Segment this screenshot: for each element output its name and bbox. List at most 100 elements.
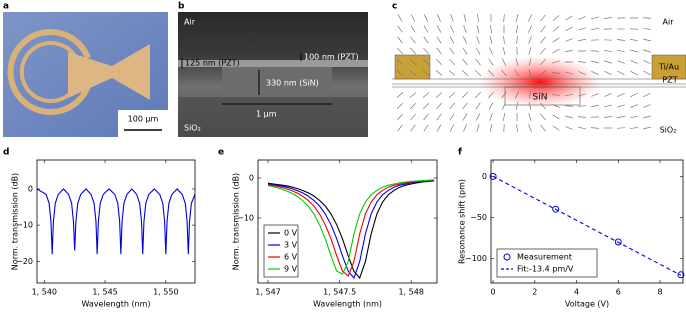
field-arrow	[449, 113, 455, 121]
legend-box	[496, 248, 598, 278]
y-axis-label: Norm. transmission (dB)	[232, 173, 241, 270]
field-arrow	[515, 25, 519, 33]
legend-label: 9 V	[284, 265, 298, 274]
field-arrow	[449, 102, 455, 110]
legend-label: Fit:-13.4 pm/V	[517, 265, 574, 274]
field-arrow	[578, 16, 586, 20]
field-arrow	[396, 92, 404, 98]
field-arrow	[487, 69, 495, 77]
y-tick-label: −50	[470, 213, 487, 222]
y-tick-label: −10	[237, 214, 254, 223]
field-arrow	[503, 13, 505, 23]
field-arrow	[629, 127, 639, 129]
core-label: SiN	[533, 93, 548, 103]
field-arrow	[488, 102, 494, 110]
field-arrow	[643, 38, 651, 42]
data-point	[677, 271, 685, 279]
x-tick-label: 4	[574, 288, 579, 297]
field-arrow	[397, 47, 403, 55]
series-line	[267, 179, 435, 280]
plot-area	[492, 175, 682, 276]
field-arrow	[578, 93, 586, 97]
field-arrow	[437, 14, 441, 22]
field-arrow	[529, 57, 531, 67]
field-arrow	[410, 113, 416, 121]
field-arrow	[514, 91, 520, 99]
field-arrow	[527, 14, 533, 22]
series-line	[492, 175, 682, 276]
field-arrow	[565, 71, 573, 75]
field-arrow	[552, 104, 560, 108]
field-arrow	[551, 94, 561, 96]
x-tick-label: 6	[616, 288, 621, 297]
field-arrow	[643, 92, 651, 98]
x-tick-label: 1, 547.5	[323, 288, 356, 297]
field-arrow	[630, 38, 638, 42]
axes-frame	[257, 159, 438, 284]
field-arrow	[591, 93, 599, 97]
field-arrow	[436, 47, 442, 55]
dimension-label: 1 µm	[256, 110, 277, 119]
x-tick-label: 1, 550	[153, 288, 178, 297]
field-arrow	[461, 91, 469, 99]
field-arrow	[577, 61, 587, 63]
field-arrow	[565, 49, 573, 53]
field-arrow	[540, 58, 546, 66]
field-arrow	[516, 123, 518, 133]
simulation-c: Air Ti/Au PZT SiN SiO₂	[392, 12, 686, 137]
series-line	[267, 180, 435, 280]
field-arrow	[436, 102, 442, 110]
field-arrow	[463, 25, 467, 33]
field-arrow	[503, 35, 505, 45]
field-arrow	[410, 36, 416, 44]
field-arrow	[603, 17, 613, 19]
region-label: Air	[663, 18, 675, 27]
field-arrow	[617, 60, 625, 64]
field-arrow	[617, 92, 625, 98]
field-arrow	[565, 15, 573, 21]
data-point	[489, 172, 497, 180]
field-arrow	[488, 58, 494, 66]
field-arrow	[516, 101, 518, 111]
field-arrow	[565, 93, 573, 97]
micrograph-a: 100 µm	[3, 12, 168, 137]
field-arrow	[552, 48, 560, 54]
x-tick-label: 1, 540	[32, 288, 57, 297]
field-arrow	[436, 36, 442, 44]
field-arrow	[409, 102, 417, 110]
field-arrow	[564, 105, 574, 107]
field-arrow	[578, 38, 586, 42]
field-arrow	[423, 47, 429, 55]
field-arrow	[423, 113, 429, 121]
field-arrow	[435, 70, 443, 76]
field-arrow	[630, 49, 638, 53]
panel-label: c	[392, 2, 397, 12]
field-arrow	[591, 70, 599, 76]
field-arrow	[435, 58, 443, 66]
field-arrow	[397, 124, 403, 132]
field-arrow	[410, 124, 416, 132]
data-point	[552, 205, 560, 213]
field-arrow	[643, 115, 651, 119]
legend-label: Measurement	[517, 253, 572, 262]
panel-label: b	[178, 2, 185, 12]
field-arrow	[435, 92, 443, 98]
field-arrow	[515, 58, 519, 66]
field-arrow	[502, 47, 506, 55]
field-arrow	[489, 47, 493, 55]
region-label: SiO₂	[660, 126, 677, 135]
legend-swatch	[503, 253, 511, 261]
y-axis-label: Norm. transmission (dB)	[11, 173, 20, 270]
field-arrow	[540, 36, 546, 44]
field-arrow	[617, 115, 625, 119]
field-arrow	[409, 70, 417, 76]
panel-label: f	[458, 148, 462, 158]
field-arrow	[643, 60, 651, 64]
field-arrow	[475, 102, 481, 110]
field-arrow	[591, 16, 599, 20]
field-arrow	[475, 113, 481, 121]
field-arrow	[643, 49, 651, 53]
field-arrow	[501, 58, 507, 66]
field-arrow	[397, 36, 403, 44]
